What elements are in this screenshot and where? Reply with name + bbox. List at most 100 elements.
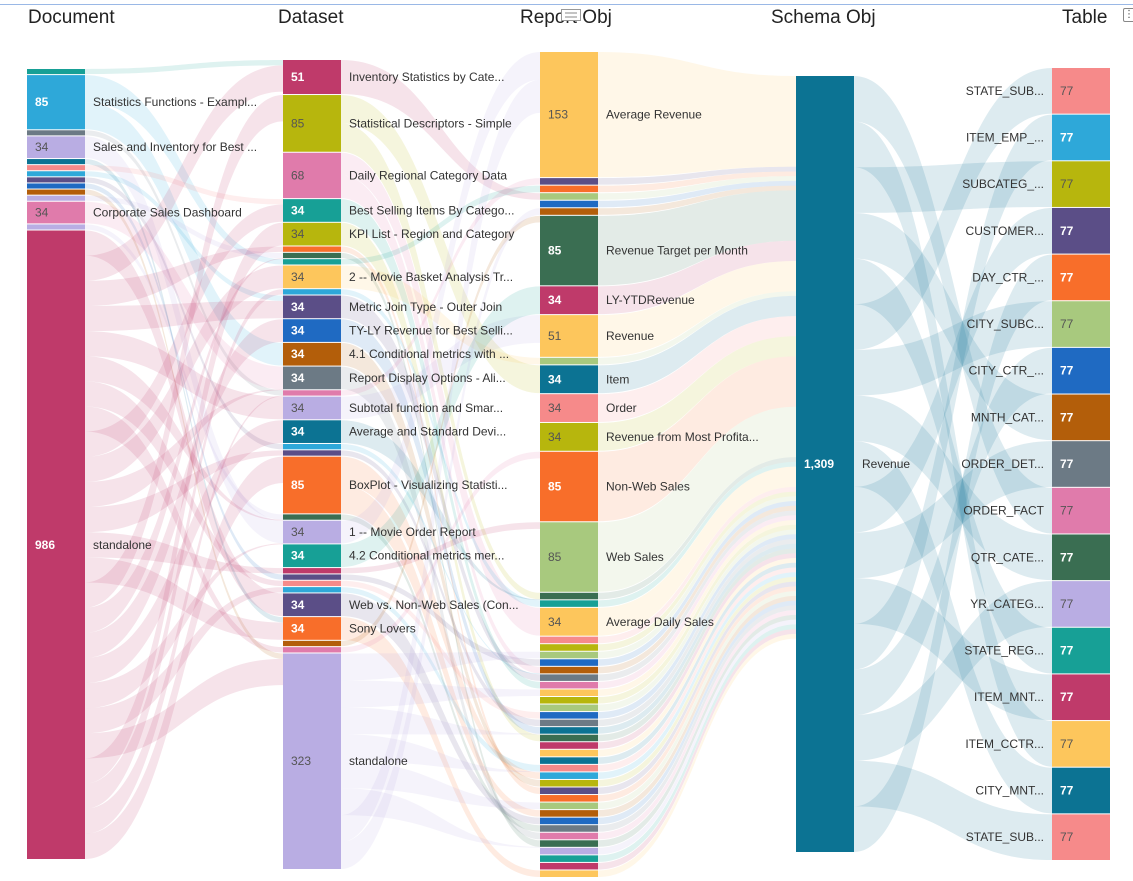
node-report-obj-45[interactable] [540,840,598,847]
node-bar[interactable] [540,681,598,689]
node-bar[interactable] [283,366,341,390]
node-dataset-14[interactable] [283,390,341,396]
node-dataset-daily-regional-category-data[interactable]: 68 Daily Regional Category Data [283,152,507,199]
node-bar[interactable] [27,177,85,183]
node-bar[interactable] [283,593,341,617]
node-dataset-report-display-options-ali[interactable]: 34 Report Display Options - Ali... [283,366,506,390]
node-table-city-subc[interactable]: 77 CITY_SUBC... [967,301,1110,347]
node-bar[interactable] [283,295,341,319]
node-report-obj-item[interactable]: 34 Item [540,365,629,394]
node-report-obj-2[interactable] [540,185,598,193]
node-bar[interactable] [283,289,341,295]
node-bar[interactable] [283,252,341,259]
node-dataset-4-1-conditional-metrics-with[interactable]: 34 4.1 Conditional metrics with ... [283,342,509,366]
node-table-city-ctr[interactable]: 77 CITY_CTR_... [969,347,1110,394]
node-bar[interactable] [283,420,341,443]
node-document-statistics-functions-exampl[interactable]: 85 Statistics Functions - Exampl... [27,75,257,130]
node-bar[interactable] [1052,68,1110,114]
node-bar[interactable] [540,862,598,870]
node-report-obj-42[interactable] [540,817,598,825]
node-report-obj-47[interactable] [540,855,598,862]
node-document-standalone[interactable]: 986 standalone [27,230,152,859]
node-report-obj-average-daily-sales[interactable]: 34 Average Daily Sales [540,607,714,636]
node-dataset-4-2-conditional-metrics-mer[interactable]: 34 4.2 Conditional metrics mer... [283,544,504,568]
node-table-qtr-cate[interactable]: 77 QTR_CATE... [971,534,1110,581]
node-dataset-boxplot-visualizing-statisti[interactable]: 85 BoxPlot - Visualizing Statisti... [283,456,508,514]
node-report-obj-19[interactable] [540,644,598,651]
node-bar[interactable] [1052,301,1110,347]
node-bar[interactable] [540,689,598,697]
node-report-obj-31[interactable] [540,734,598,742]
node-dataset-inventory-statistics-by-cate[interactable]: 51 Inventory Statistics by Cate... [283,60,504,95]
node-bar[interactable] [540,178,598,185]
node-bar[interactable] [283,152,341,199]
node-table-order-fact[interactable]: 77 ORDER_FACT [963,487,1110,534]
node-table-item-emp[interactable]: 77 ITEM_EMP_... [966,114,1110,161]
node-bar[interactable] [540,742,598,749]
node-bar[interactable] [540,810,598,817]
node-bar[interactable] [540,802,598,810]
node-report-obj-25[interactable] [540,689,598,697]
node-bar[interactable] [283,265,341,289]
node-bar[interactable] [27,183,85,189]
node-table-customer[interactable]: 77 CUSTOMER... [966,207,1110,254]
node-table-item-cctr[interactable]: 77 ITEM_CCTR... [965,721,1110,767]
node-bar[interactable] [283,199,341,222]
node-bar[interactable] [283,617,341,640]
node-bar[interactable] [1052,534,1110,581]
node-bar[interactable] [540,422,598,451]
node-report-obj-3[interactable] [540,193,598,200]
node-report-obj-44[interactable] [540,832,598,840]
node-bar[interactable] [283,653,341,869]
node-bar[interactable] [540,365,598,394]
node-dataset-24[interactable] [283,574,341,580]
node-report-obj-20[interactable] [540,651,598,659]
node-bar[interactable] [283,514,341,520]
node-bar[interactable] [540,451,598,522]
node-dataset-best-selling-items-by-catego[interactable]: 34 Best Selling Items By Catego... [283,199,514,222]
node-bar[interactable] [283,647,341,653]
node-report-obj-revenue[interactable]: 51 Revenue [540,315,654,357]
node-dataset-subtotal-function-and-smar[interactable]: 34 Subtotal function and Smar... [283,396,503,420]
node-bar[interactable] [540,644,598,651]
node-bar[interactable] [540,592,598,600]
node-report-obj-36[interactable] [540,772,598,779]
node-report-obj-28[interactable] [540,712,598,719]
node-bar[interactable] [540,52,598,178]
node-bar[interactable] [540,200,598,208]
node-report-obj-39[interactable] [540,795,598,802]
node-dataset-20[interactable] [283,514,341,520]
node-document-7[interactable] [27,177,85,183]
node-bar[interactable] [27,136,85,159]
more-options-icon[interactable]: ⋮ [1123,8,1133,22]
node-bar[interactable] [283,640,341,647]
node-table-yr-categ[interactable]: 77 YR_CATEG... [970,581,1110,627]
node-bar[interactable] [1052,207,1110,254]
node-bar[interactable] [1052,674,1110,721]
node-report-obj-34[interactable] [540,757,598,764]
node-report-obj-9[interactable] [540,357,598,365]
node-table-item-mnt[interactable]: 77 ITEM_MNT... [974,674,1110,721]
node-bar[interactable] [283,520,341,544]
node-document-9[interactable] [27,189,85,195]
node-bar[interactable] [1052,161,1110,207]
node-report-obj-38[interactable] [540,787,598,795]
node-bar[interactable] [27,130,85,136]
node-bar[interactable] [283,443,341,450]
node-bar[interactable] [540,357,598,365]
node-bar[interactable] [540,832,598,840]
node-bar[interactable] [283,574,341,580]
node-bar[interactable] [540,712,598,719]
node-bar[interactable] [283,580,341,587]
node-bar[interactable] [283,456,341,514]
node-bar[interactable] [540,697,598,704]
node-table-order-det[interactable]: 77 ORDER_DET... [961,441,1110,487]
node-bar[interactable] [1052,394,1110,441]
node-bar[interactable] [1052,441,1110,487]
node-report-obj-22[interactable] [540,666,598,674]
node-bar[interactable] [27,189,85,195]
node-dataset-30[interactable] [283,647,341,653]
node-report-obj-41[interactable] [540,810,598,817]
node-document-sales-and-inventory-for-best[interactable]: 34 Sales and Inventory for Best ... [27,136,257,159]
node-document-corporate-sales-dashboard[interactable]: 34 Corporate Sales Dashboard [27,201,242,224]
